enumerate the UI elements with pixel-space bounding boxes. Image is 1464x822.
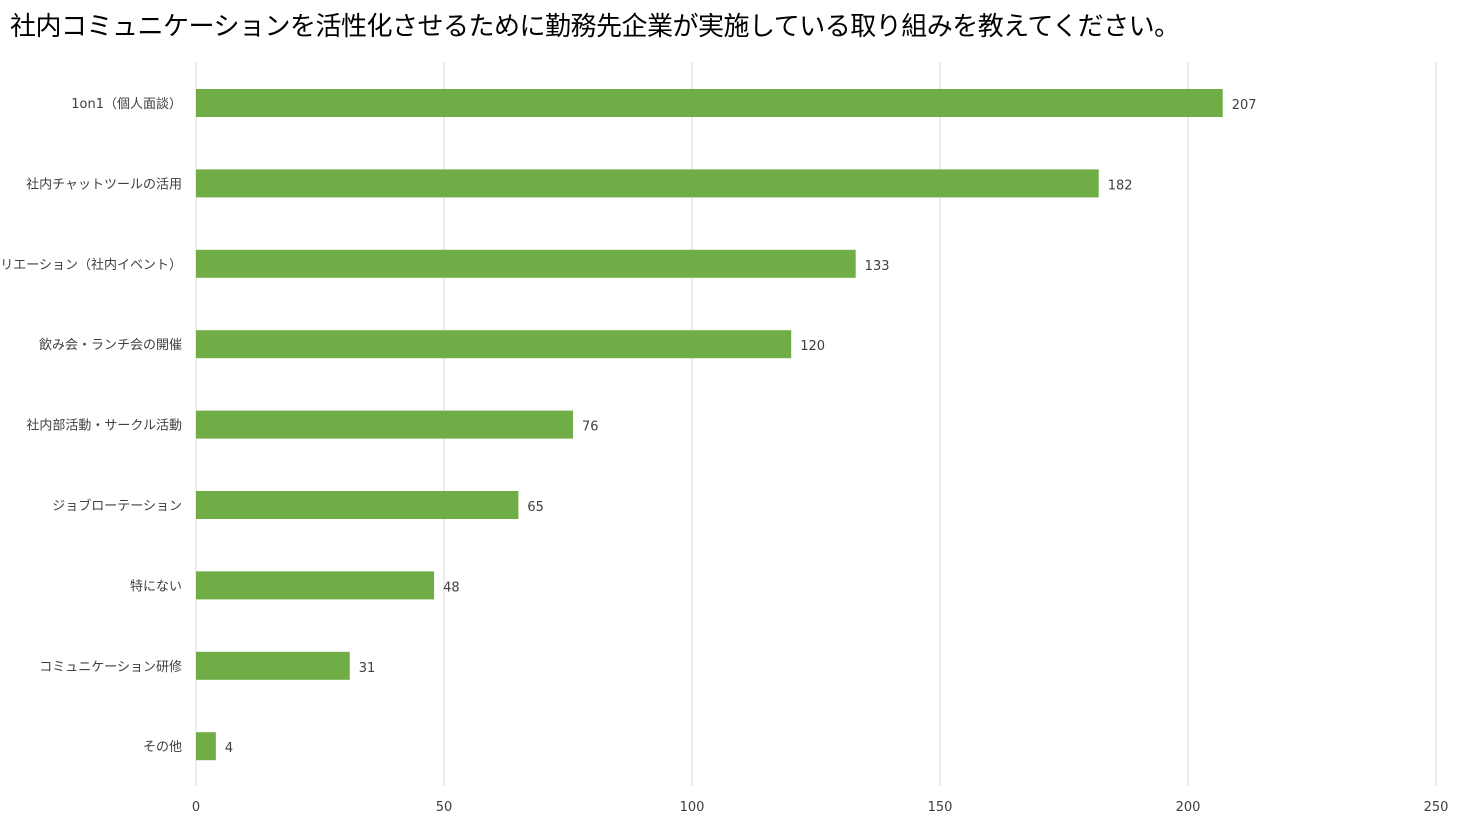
bar bbox=[196, 651, 350, 680]
x-tick-label: 200 bbox=[1176, 800, 1201, 815]
bar bbox=[196, 491, 519, 519]
category-label: コミュニケーション研修 bbox=[39, 660, 182, 675]
data-label: 120 bbox=[800, 339, 825, 354]
category-label: ジョブローテーション bbox=[52, 498, 182, 514]
bar bbox=[196, 89, 1223, 117]
category-label: 特にない bbox=[130, 579, 182, 594]
x-tick-label: 0 bbox=[192, 800, 200, 815]
category-label: 社内チャットツールの活用 bbox=[26, 176, 182, 192]
category-label: その他 bbox=[143, 740, 182, 755]
data-label: 48 bbox=[443, 580, 460, 595]
bars bbox=[196, 89, 1223, 761]
data-label: 207 bbox=[1232, 98, 1257, 113]
category-labels: 1on1（個人面談） 社内チャットツールの活用レクリエーション（社内イベント） 飲み… bbox=[0, 96, 182, 755]
data-label: 4 bbox=[225, 741, 233, 756]
category-label: 飲み会・ランチ会の開催 bbox=[39, 337, 182, 353]
bar bbox=[196, 330, 792, 359]
data-label: 182 bbox=[1108, 178, 1133, 193]
category-label: 社内部活動・サークル活動 bbox=[26, 418, 182, 434]
data-label: 76 bbox=[582, 420, 599, 435]
chart-title: 社内コミュニケーションを活性化させるために勤務先企業が実施している取り組みを教え… bbox=[10, 12, 1180, 42]
data-label: 133 bbox=[865, 259, 890, 274]
bar bbox=[196, 410, 573, 439]
category-label: レクリエーション（社内イベント） bbox=[0, 257, 182, 273]
x-tick-label: 150 bbox=[928, 800, 953, 815]
data-label: 31 bbox=[359, 661, 376, 676]
value-labels: 207 182 133 120 76 65 48 31 4 bbox=[225, 98, 1257, 756]
category-label: 1on1（個人面談） bbox=[71, 96, 182, 112]
bar bbox=[196, 571, 435, 600]
data-label: 65 bbox=[527, 500, 544, 515]
x-axis-tick-labels: 0 50 100 150 200 250 bbox=[192, 800, 1449, 815]
bar bbox=[196, 732, 216, 761]
bar bbox=[196, 169, 1099, 198]
x-tick-label: 50 bbox=[436, 800, 453, 815]
bar bbox=[196, 249, 856, 278]
x-tick-label: 100 bbox=[680, 800, 705, 815]
x-tick-label: 250 bbox=[1424, 800, 1449, 815]
